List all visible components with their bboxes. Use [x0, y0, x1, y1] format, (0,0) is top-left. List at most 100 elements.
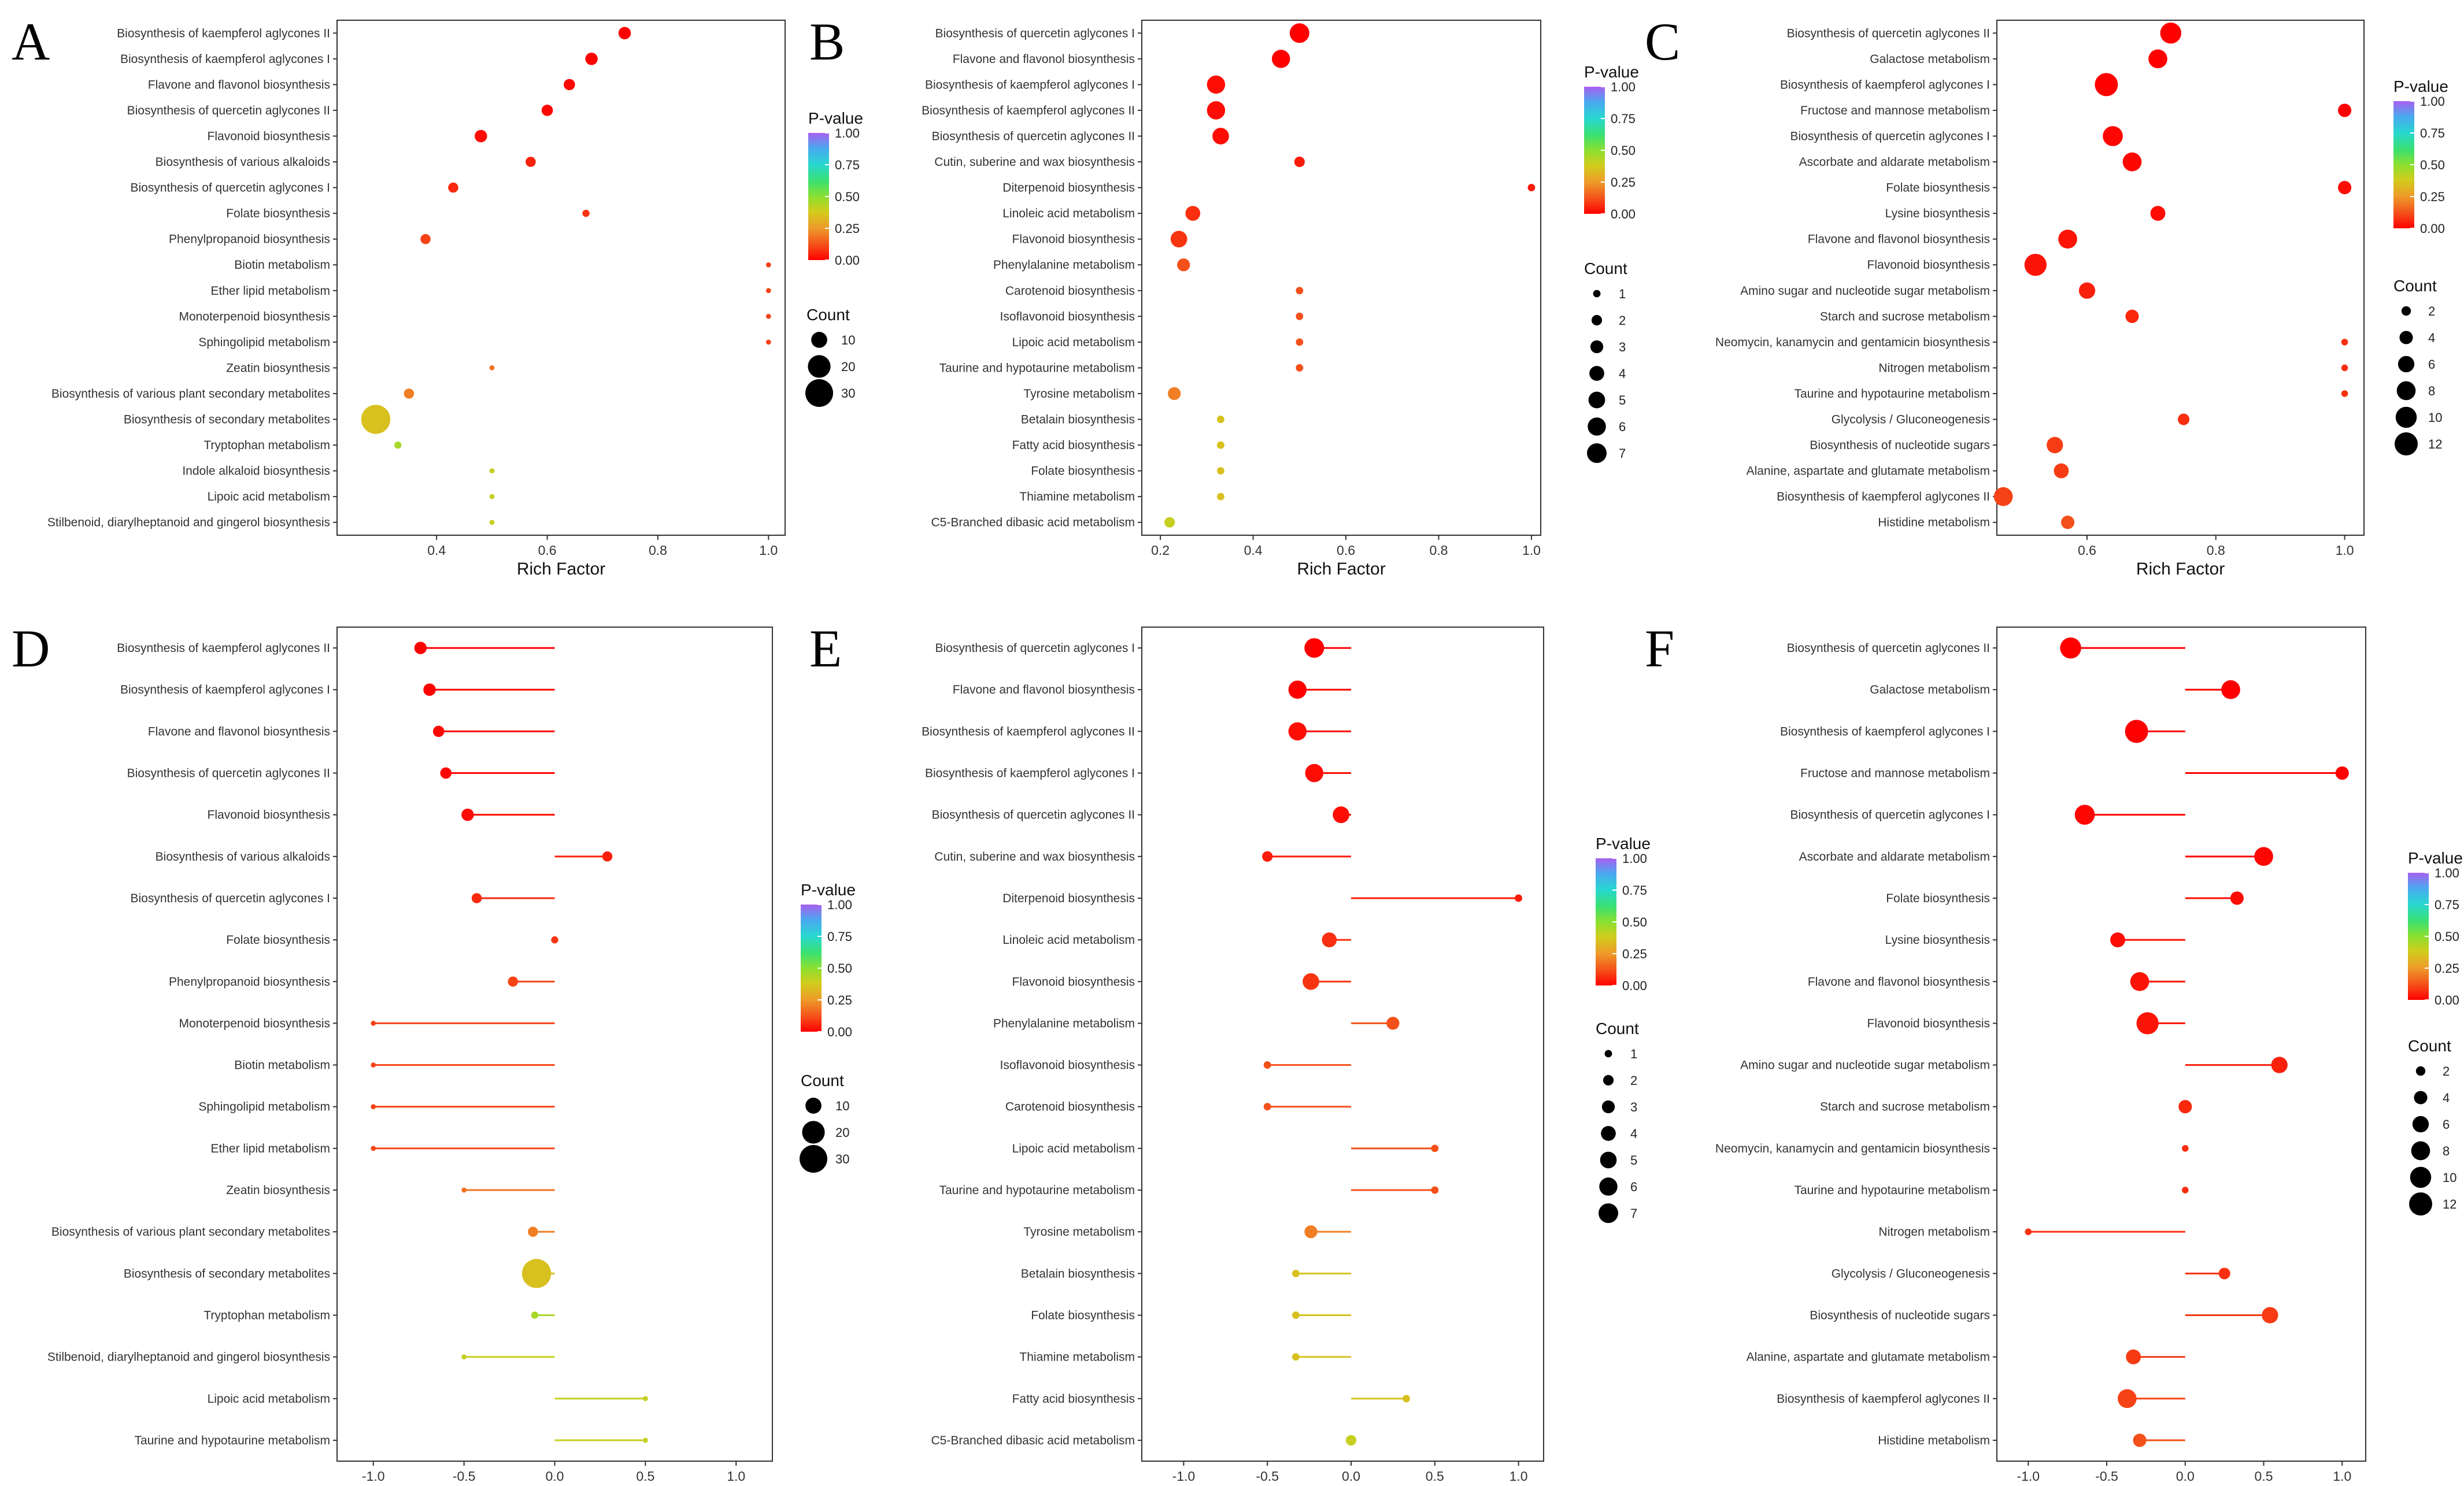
panel-a-point-sphingolipid-metabolism	[765, 339, 771, 345]
panel-b-ytick-label: Diterpenoid biosynthesis	[1002, 181, 1135, 195]
panel-d-ytick-label: Biosynthesis of kaempferol aglycones I	[120, 683, 330, 696]
panel-d: D-1.0-0.50.00.51.0Differential Abundance…	[12, 619, 856, 1486]
panel-f-xtick-label: -1.0	[2017, 1469, 2040, 1484]
panel-e-ytick-label: Folate biosynthesis	[1031, 1309, 1135, 1322]
panel-b-color-legend-label: 0.25	[1611, 175, 1636, 190]
panel-b-size-legend-label: 3	[1619, 340, 1626, 354]
panel-b-size-legend-label: 1	[1619, 287, 1626, 301]
panel-c-size-legend-title: Count	[2393, 277, 2437, 295]
panel-e-ytick-label: Betalain biosynthesis	[1021, 1267, 1135, 1280]
panel-c-size-legend-dot	[2395, 432, 2418, 455]
panel-e-point-phenylalanine-metabolism	[1386, 1017, 1400, 1030]
panel-c-size-legend-dot	[2395, 406, 2417, 428]
panel-f-size-legend-label: 12	[2443, 1197, 2456, 1211]
panel-e-size-legend-dot	[1603, 1074, 1614, 1086]
panel-d-point-biosynthesis-of-various-plant-secondary-metabolites	[528, 1226, 538, 1237]
panel-a-color-legend-label: 0.75	[835, 158, 860, 172]
panel-c-xtick-label: 1.0	[2336, 543, 2354, 558]
panel-c-ytick-label: Biosynthesis of quercetin aglycones I	[1790, 129, 1990, 143]
panel-c-ytick-label: Amino sugar and nucleotide sugar metabol…	[1740, 284, 1990, 298]
panel-b-point-cutin-suberine-and-wax-biosynthesis	[1294, 156, 1305, 168]
panel-e-point-biosynthesis-of-kaempferol-aglycones-i	[1305, 764, 1324, 783]
panel-b-size-legend-dot	[1591, 314, 1603, 326]
panel-f-color-legend-label: 0.50	[2435, 929, 2459, 944]
panel-d-point-tryptophan-metabolism	[531, 1311, 539, 1319]
panel-e-point-carotenoid-biosynthesis	[1263, 1103, 1271, 1111]
panel-b-xtick-label: 0.8	[1429, 543, 1448, 558]
panel-c-point-galactose-metabolism	[2148, 49, 2167, 69]
panel-f-xtick-label: -0.5	[2095, 1469, 2118, 1484]
panel-e-xtick-label: 1.0	[1510, 1469, 1528, 1484]
panel-a-point-biosynthesis-of-secondary-metabolites	[361, 405, 391, 434]
panel-d-color-legend-label: 0.50	[827, 961, 852, 976]
panel-c-point-biosynthesis-of-kaempferol-aglycones-ii	[1993, 487, 2013, 506]
panel-a-plot-area	[336, 20, 786, 536]
panel-d-ytick-label: Biosynthesis of various alkaloids	[156, 850, 330, 864]
panel-d-ytick-label: Biotin metabolism	[234, 1059, 330, 1072]
panel-e-point-cutin-suberine-and-wax-biosynthesis	[1262, 851, 1273, 862]
panel-c-point-taurine-and-hypotaurine-metabolism	[2341, 390, 2348, 397]
panel-b-point-isoflavonoid-biosynthesis	[1296, 312, 1304, 320]
panel-c-ytick-label: Biosynthesis of kaempferol aglycones I	[1780, 78, 1990, 91]
panel-e-point-diterpenoid-biosynthesis	[1515, 894, 1522, 902]
panel-a-size-legend-label: 30	[841, 386, 855, 401]
panel-f-ytick-label: Biosynthesis of kaempferol aglycones I	[1780, 725, 1990, 738]
panel-f-point-fructose-and-mannose-metabolism	[2335, 766, 2349, 780]
panel-f-size-legend-dot	[2415, 1066, 2426, 1076]
panel-d-point-biosynthesis-of-kaempferol-aglycones-i	[423, 683, 436, 696]
panel-a-size-legend-title: Count	[806, 306, 850, 324]
panel-b-point-phenylalanine-metabolism	[1177, 258, 1190, 272]
panel-c-point-nitrogen-metabolism	[2341, 364, 2348, 372]
panel-b-point-folate-biosynthesis	[1216, 467, 1224, 475]
panel-c-color-legend-label: 0.25	[2420, 190, 2445, 204]
panel-e-size-legend-label: 1	[1630, 1047, 1637, 1061]
panel-e-ytick-label: Cutin, suberine and wax biosynthesis	[934, 850, 1135, 864]
panel-b-ytick-label: C5-Branched dibasic acid metabolism	[931, 516, 1135, 529]
panel-b-ytick-label: Tyrosine metabolism	[1023, 387, 1135, 401]
panel-e-point-thiamine-metabolism	[1292, 1353, 1300, 1361]
panel-a-xtick-label: 1.0	[759, 543, 778, 558]
panel-f-size-legend-label: 6	[2443, 1117, 2450, 1132]
panel-b-color-legend-title: P-value	[1584, 63, 1639, 81]
panel-f-point-flavonoid-biosynthesis	[2136, 1012, 2159, 1035]
panel-f-color-legend-label: 0.25	[2435, 961, 2459, 976]
panel-b-point-carotenoid-biosynthesis	[1296, 287, 1304, 295]
panel-e-size-legend-dot	[1601, 1100, 1615, 1114]
panel-c-point-glycolysis-gluconeogenesis	[2178, 413, 2190, 425]
panel-b-ytick-label: Betalain biosynthesis	[1021, 413, 1135, 427]
panel-f-ytick-label: Ascorbate and aldarate metabolism	[1799, 850, 1990, 864]
panel-b-size-legend-dot	[1588, 391, 1605, 409]
panel-e-ytick-label: C5-Branched dibasic acid metabolism	[931, 1434, 1135, 1447]
panel-e-color-legend-label: 0.75	[1622, 883, 1647, 898]
panel-d-ytick-label: Flavonoid biosynthesis	[208, 809, 330, 822]
panel-f-point-histidine-metabolism	[2133, 1433, 2147, 1447]
panel-a-point-biosynthesis-of-various-alkaloids	[526, 157, 536, 167]
panel-b-ytick-label: Flavone and flavonol biosynthesis	[953, 53, 1135, 66]
panel-e-point-folate-biosynthesis	[1292, 1311, 1300, 1319]
panel-e-plot-area	[1141, 627, 1544, 1462]
panel-b-point-biosynthesis-of-quercetin-aglycones-ii	[1212, 128, 1229, 144]
panel-a-label: A	[12, 12, 50, 71]
panel-e-color-legend-title: P-value	[1596, 835, 1651, 853]
panel-c-size-legend-label: 10	[2428, 410, 2442, 425]
panel-e-point-biosynthesis-of-quercetin-aglycones-ii	[1333, 806, 1349, 824]
panel-f-ytick-label: Biosynthesis of quercetin aglycones II	[1787, 642, 1990, 655]
panel-d-ytick-label: Stilbenoid, diarylheptanoid and gingerol…	[47, 1351, 330, 1364]
panel-d-point-ether-lipid-metabolism	[371, 1146, 376, 1151]
panel-d-point-flavonoid-biosynthesis	[461, 808, 474, 821]
panel-b-plot-area	[1141, 20, 1541, 536]
panel-b-ytick-label: Biosynthesis of kaempferol aglycones I	[925, 78, 1135, 91]
panel-b-point-biosynthesis-of-kaempferol-aglycones-i	[1207, 75, 1226, 94]
panel-d-ytick-label: Ether lipid metabolism	[210, 1142, 330, 1155]
panel-c-ytick-label: Alanine, aspartate and glutamate metabol…	[1747, 465, 1990, 478]
panel-d-size-legend-dot	[802, 1121, 825, 1144]
panel-f-plot-area	[1996, 627, 2366, 1462]
panel-e-ytick-label: Biosynthesis of quercetin aglycones II	[932, 809, 1135, 822]
panel-e-color-legend-label: 0.00	[1622, 979, 1647, 993]
panel-a-x-axis-title: Rich Factor	[517, 559, 605, 579]
panel-c-point-ascorbate-and-aldarate-metabolism	[2122, 152, 2142, 172]
panel-e-color-legend-label: 0.25	[1622, 947, 1647, 961]
panel-c-ytick-label: Galactose metabolism	[1870, 53, 1990, 66]
panel-a-ytick-label: Biosynthesis of kaempferol aglycones II	[117, 27, 330, 40]
panel-e-size-legend-dot	[1599, 1203, 1618, 1223]
